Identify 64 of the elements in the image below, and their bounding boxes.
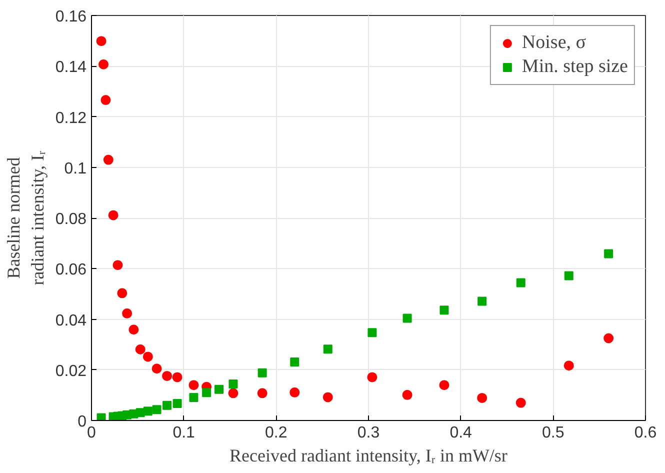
x-tick-label: 0.5 [542, 424, 564, 442]
x-tick-label: 0.4 [450, 424, 472, 442]
point [228, 380, 238, 389]
point [402, 314, 412, 323]
point [96, 413, 106, 420]
point [162, 400, 172, 410]
y-tick-label: 0.1 [64, 160, 87, 178]
legend-label: Noise, σ [522, 32, 586, 54]
point [202, 388, 212, 398]
point [257, 388, 268, 398]
point [172, 399, 182, 408]
point [402, 390, 412, 400]
point [117, 288, 128, 298]
point [478, 296, 487, 306]
point [368, 328, 377, 338]
point [516, 398, 526, 408]
point [152, 405, 162, 414]
point [564, 360, 574, 371]
x-tick-label: 0.2 [265, 424, 288, 442]
x-tick-label: 0.1 [172, 424, 196, 442]
point [96, 36, 106, 46]
point [228, 388, 238, 398]
legend-label: Min. step size [522, 56, 628, 78]
point [440, 306, 449, 315]
point [604, 249, 614, 258]
point [143, 406, 152, 416]
y-tick-label: 0.14 [55, 59, 87, 76]
point [128, 324, 139, 335]
point [135, 344, 146, 354]
point [103, 154, 114, 165]
x-tick-label: 0.6 [634, 424, 657, 442]
point [604, 333, 614, 344]
point [188, 380, 199, 390]
point [258, 368, 267, 378]
x-tick-label: 0.3 [357, 424, 380, 442]
y-tick-label: 0.06 [55, 262, 87, 279]
point [290, 387, 300, 398]
point [172, 372, 182, 382]
y-tick-label: 0.02 [55, 362, 87, 380]
point [290, 358, 300, 367]
y-tick-label: 0.12 [55, 110, 87, 127]
y-tick-label: 0.16 [55, 8, 87, 26]
y-tick-label: 0 [78, 414, 87, 430]
point [322, 392, 333, 402]
point [98, 59, 109, 70]
x-axis-title: Received radiant intensity, Iᵣ in mW/sr [230, 446, 508, 466]
point [142, 352, 153, 362]
y-tick-label: 0.08 [55, 211, 87, 228]
point [189, 392, 198, 402]
point [214, 384, 224, 394]
point [112, 260, 123, 270]
point [152, 364, 162, 374]
point [100, 95, 111, 106]
point [439, 380, 450, 390]
y-tick-label: 0.04 [55, 312, 87, 330]
point [564, 271, 574, 280]
point [108, 210, 118, 220]
point [516, 278, 526, 288]
y-axis-title: Baseline normed radiant intensity, Iᵣ [3, 150, 48, 286]
point [323, 344, 332, 354]
point [477, 392, 488, 403]
point [122, 308, 132, 318]
point [367, 372, 378, 382]
point [162, 370, 172, 381]
